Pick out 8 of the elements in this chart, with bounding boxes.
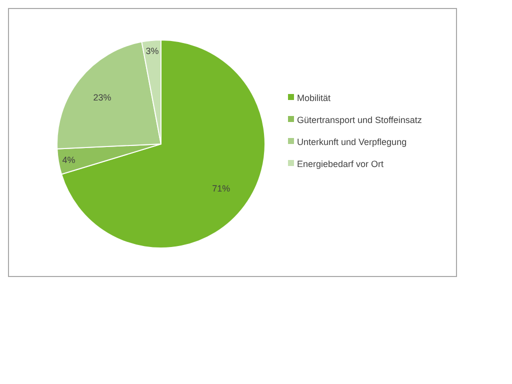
legend-label: Energiebedarf vor Ort — [297, 159, 384, 170]
legend-label: Gütertransport und Stoffeinsatz — [297, 115, 422, 126]
data-label: 3% — [146, 46, 159, 56]
data-label: 4% — [62, 155, 76, 166]
legend-label: Mobilität — [297, 93, 332, 104]
data-label: 23% — [93, 92, 112, 103]
legend-label: Unterkunft und Verpflegung — [297, 137, 407, 148]
data-label: 71% — [212, 184, 230, 194]
